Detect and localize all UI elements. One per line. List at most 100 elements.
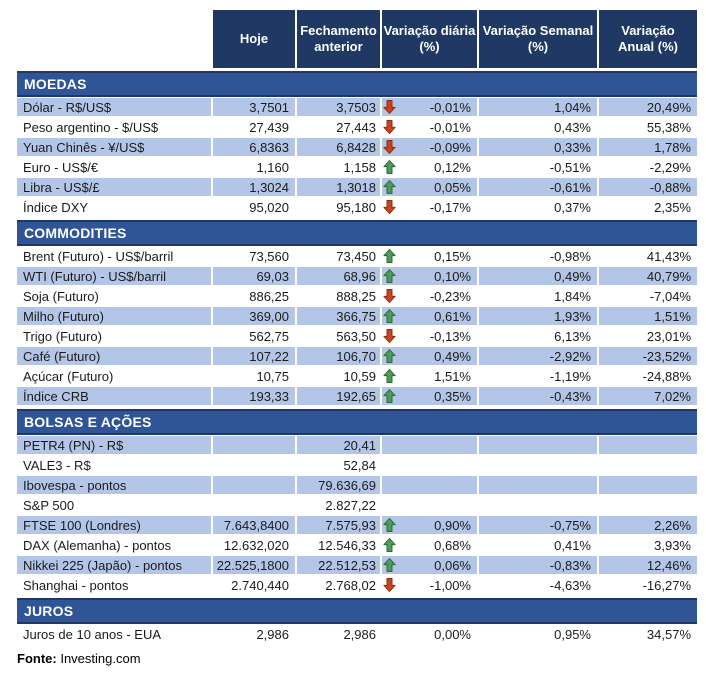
cell-fechamento: 1,158 <box>297 157 382 177</box>
table-row: Euro - US$/€ 1,160 1,158 0,12% -0,51% -2… <box>17 157 697 177</box>
table-row: Índice CRB 193,33 192,65 0,35% -0,43% 7,… <box>17 386 697 406</box>
cell-variacao-diaria: 0,05% <box>382 177 479 197</box>
table-section: BOLSAS E AÇÕES PETR4 (PN) - R$ 20,41 VAL… <box>17 409 697 595</box>
cell-variacao-anual: 12,46% <box>599 555 697 575</box>
arrow-up-icon <box>383 538 396 552</box>
cell-hoje: 193,33 <box>213 386 297 406</box>
table-row: VALE3 - R$ 52,84 <box>17 455 697 475</box>
cell-hoje: 10,75 <box>213 366 297 386</box>
section-title: JUROS <box>24 603 74 619</box>
cell-fechamento: 1,3018 <box>297 177 382 197</box>
cell-fechamento: 192,65 <box>297 386 382 406</box>
section-header: BOLSAS E AÇÕES <box>17 409 697 435</box>
cell-variacao-diaria: 0,90% <box>382 515 479 535</box>
cell-hoje: 22.525,1800 <box>213 555 297 575</box>
section-title: MOEDAS <box>24 76 87 92</box>
cell-variacao-diaria: 0,49% <box>382 346 479 366</box>
row-label: Soja (Futuro) <box>17 286 213 306</box>
table-row: Ibovespa - pontos 79.636,69 <box>17 475 697 495</box>
arrow-down-icon <box>383 329 396 343</box>
row-label: VALE3 - R$ <box>17 455 213 475</box>
cell-variacao-anual: -0,88% <box>599 177 697 197</box>
source-note: Fonte: Investing.com <box>17 651 697 666</box>
cell-variacao-semanal: 0,43% <box>479 117 599 137</box>
row-label: Milho (Futuro) <box>17 306 213 326</box>
cell-variacao-anual <box>599 475 697 495</box>
cell-variacao-semanal <box>479 475 599 495</box>
row-label: Dólar - R$/US$ <box>17 97 213 117</box>
cell-hoje: 1,160 <box>213 157 297 177</box>
cell-variacao-diaria: 0,35% <box>382 386 479 406</box>
row-label: Ibovespa - pontos <box>17 475 213 495</box>
cell-variacao-semanal: 6,13% <box>479 326 599 346</box>
arrow-down-icon <box>383 289 396 303</box>
cell-fechamento: 3,7503 <box>297 97 382 117</box>
table-row: Yuan Chinês - ¥/US$ 6,8363 6,8428 -0,09%… <box>17 137 697 157</box>
cell-variacao-semanal: -0,75% <box>479 515 599 535</box>
row-label: DAX (Alemanha) - pontos <box>17 535 213 555</box>
cell-variacao-semanal: 0,33% <box>479 137 599 157</box>
cell-hoje: 95,020 <box>213 197 297 217</box>
cell-variacao-semanal: -0,61% <box>479 177 599 197</box>
arrow-up-icon <box>383 160 396 174</box>
arrow-down-icon <box>383 578 396 592</box>
row-label: PETR4 (PN) - R$ <box>17 435 213 455</box>
cell-fechamento: 52,84 <box>297 455 382 475</box>
row-label: Brent (Futuro) - US$/barril <box>17 246 213 266</box>
cell-fechamento: 563,50 <box>297 326 382 346</box>
cell-hoje <box>213 435 297 455</box>
cell-hoje: 27,439 <box>213 117 297 137</box>
cell-variacao-diaria: -0,23% <box>382 286 479 306</box>
market-table: Hoje Fechamento anterior Variação diária… <box>17 10 697 666</box>
table-section: JUROS Juros de 10 anos - EUA 2,986 2,986… <box>17 598 697 644</box>
cell-hoje: 7.643,8400 <box>213 515 297 535</box>
cell-variacao-diaria: 0,12% <box>382 157 479 177</box>
cell-variacao-semanal: -0,83% <box>479 555 599 575</box>
source-label: Fonte: <box>17 651 57 666</box>
cell-variacao-semanal: 0,95% <box>479 624 599 644</box>
table-row: Dólar - R$/US$ 3,7501 3,7503 -0,01% 1,04… <box>17 97 697 117</box>
cell-variacao-anual <box>599 455 697 475</box>
cell-hoje: 562,75 <box>213 326 297 346</box>
row-label: S&P 500 <box>17 495 213 515</box>
cell-fechamento: 2.768,02 <box>297 575 382 595</box>
table-row: Brent (Futuro) - US$/barril 73,560 73,45… <box>17 246 697 266</box>
section-rows: Juros de 10 anos - EUA 2,986 2,986 0,00%… <box>17 624 697 644</box>
cell-hoje: 1,3024 <box>213 177 297 197</box>
section-header: COMMODITIES <box>17 220 697 246</box>
cell-variacao-diaria: -0,01% <box>382 97 479 117</box>
row-label: Trigo (Futuro) <box>17 326 213 346</box>
table-row: Café (Futuro) 107,22 106,70 0,49% -2,92%… <box>17 346 697 366</box>
cell-fechamento: 73,450 <box>297 246 382 266</box>
section-rows: PETR4 (PN) - R$ 20,41 VALE3 - R$ 52,84 I… <box>17 435 697 595</box>
cell-fechamento: 7.575,93 <box>297 515 382 535</box>
cell-variacao-anual: 2,35% <box>654 199 691 215</box>
cell-variacao-semanal: -2,92% <box>479 346 599 366</box>
cell-variacao-semanal: 0,49% <box>479 266 599 286</box>
row-label: Café (Futuro) <box>17 346 213 366</box>
cell-variacao-diaria: 0,06% <box>382 555 479 575</box>
cell-variacao-anual: 1,78% <box>599 137 697 157</box>
row-label: Peso argentino - $/US$ <box>17 117 213 137</box>
cell-variacao-semanal: -0,43% <box>479 386 599 406</box>
cell-hoje <box>213 495 297 515</box>
cell-variacao-semanal <box>479 495 599 515</box>
arrow-up-icon <box>383 369 396 383</box>
cell-variacao-diaria: -0,01% <box>382 117 479 137</box>
cell-variacao-anual: 20,49% <box>599 97 697 117</box>
arrow-down-icon <box>383 120 396 134</box>
cell-fechamento: 2,986 <box>297 624 382 644</box>
table-row: DAX (Alemanha) - pontos 12.632,020 12.54… <box>17 535 697 555</box>
column-header-variacao-anual: Variação Anual (%) <box>599 10 697 68</box>
cell-variacao-diaria: 0,68% <box>382 535 479 555</box>
cell-variacao-semanal: -0,51% <box>479 157 599 177</box>
cell-hoje: 886,25 <box>213 286 297 306</box>
section-header: MOEDAS <box>17 71 697 97</box>
cell-variacao-anual: 34,57% <box>646 626 691 642</box>
cell-variacao-diaria <box>382 495 479 515</box>
cell-hoje <box>213 455 297 475</box>
cell-hoje: 3,7501 <box>213 97 297 117</box>
cell-variacao-semanal: 0,41% <box>479 535 599 555</box>
arrow-up-icon <box>383 249 396 263</box>
